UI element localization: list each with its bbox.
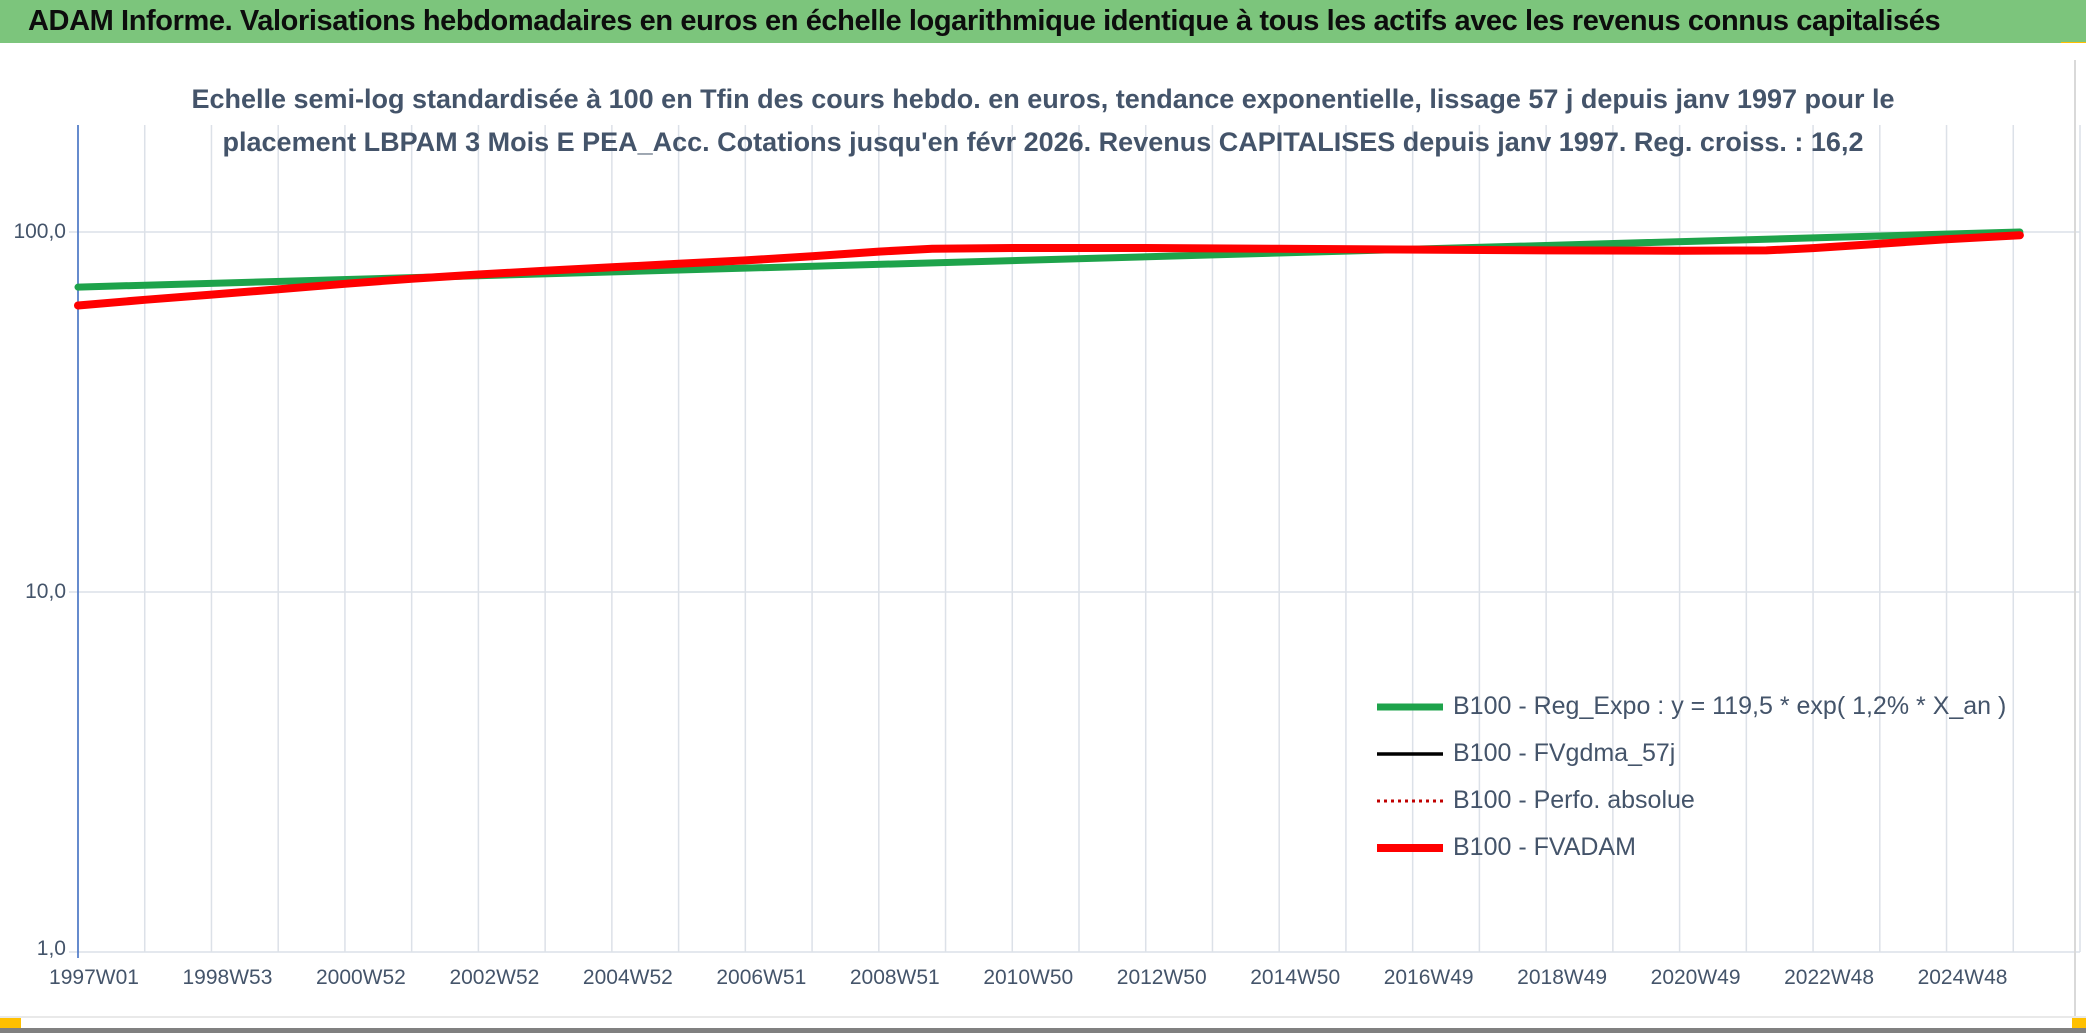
x-axis-tick-label: 2014W50 — [1250, 966, 1341, 989]
legend-item[interactable]: B100 - FVgdma_57j — [1375, 730, 2006, 777]
y-axis-tick-label: 1,0 — [36, 937, 66, 960]
x-axis-tick-label: 1998W53 — [182, 966, 273, 989]
x-axis-tick-label: 2002W52 — [449, 966, 540, 989]
legend-label: B100 - FVADAM — [1453, 833, 1636, 861]
legend-swatch-line — [1377, 843, 1443, 852]
x-axis-tick-label: 2008W51 — [849, 966, 940, 989]
x-axis-tick-label: 2020W49 — [1650, 966, 1741, 989]
legend-label: B100 - Reg_Expo : y = 119,5 * exp( 1,2% … — [1453, 692, 2007, 720]
legend-item[interactable]: B100 - Reg_Expo : y = 119,5 * exp( 1,2% … — [1375, 683, 2006, 730]
legend-label: B100 - FVgdma_57j — [1453, 739, 1676, 767]
x-axis-tick-label: 2006W51 — [716, 966, 807, 989]
plot-area — [69, 125, 2081, 958]
chart-right-border — [2074, 60, 2076, 1017]
legend[interactable]: B100 - Reg_Expo : y = 119,5 * exp( 1,2% … — [1375, 683, 2006, 871]
chart-title: Echelle semi-log standardisée à 100 en T… — [0, 78, 2086, 164]
chart-bottom-border — [0, 1016, 2086, 1018]
x-axis-tick-label: 2010W50 — [983, 966, 1074, 989]
window-bottom-bar — [0, 1028, 2086, 1033]
legend-item[interactable]: B100 - Perfo. absolue — [1375, 777, 2006, 824]
legend-swatch-line — [1377, 799, 1443, 802]
chart-title-line2: placement LBPAM 3 Mois E PEA_Acc. Cotati… — [222, 127, 1864, 157]
report-title: ADAM Informe. Valorisations hebdomadaire… — [28, 5, 1941, 37]
x-axis-tick-label: 2000W52 — [315, 966, 406, 989]
legend-item[interactable]: B100 - FVADAM — [1375, 824, 2006, 871]
x-axis-tick-label: 2004W52 — [582, 966, 673, 989]
report-header-bar: ADAM Informe. Valorisations hebdomadaire… — [0, 0, 2086, 43]
y-axis-tick-label: 10,0 — [25, 580, 66, 603]
x-axis-tick-label: 2022W48 — [1784, 966, 1875, 989]
x-axis-tick-label: 1997W01 — [49, 966, 139, 989]
y-axis-tick-label: 100,0 — [13, 220, 66, 243]
chart-title-line1: Echelle semi-log standardisée à 100 en T… — [191, 84, 1895, 114]
chart-object[interactable]: Echelle semi-log standardisée à 100 en T… — [0, 43, 2086, 1018]
x-axis-tick-label: 2024W48 — [1917, 966, 2008, 989]
series-line-3[interactable] — [74, 231, 2024, 310]
x-axis-tick-label: 2012W50 — [1116, 966, 1207, 989]
legend-swatch-line — [1377, 703, 1443, 710]
legend-label: B100 - Perfo. absolue — [1453, 786, 1695, 814]
legend-swatch-line — [1377, 751, 1443, 756]
x-axis-tick-label: 2018W49 — [1517, 966, 1608, 989]
x-axis-tick-label: 2016W49 — [1383, 966, 1474, 989]
